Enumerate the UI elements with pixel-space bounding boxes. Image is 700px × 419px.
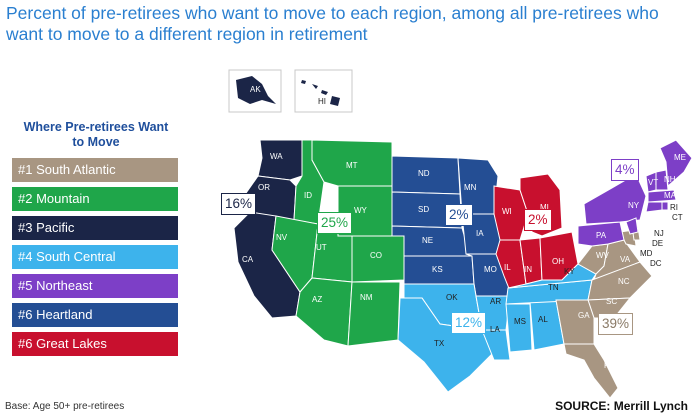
state-ga bbox=[555, 299, 595, 345]
legend-item-mountain: #2 Mountain bbox=[12, 187, 178, 211]
state-ri bbox=[661, 201, 669, 211]
label-ak: AK bbox=[250, 85, 261, 94]
legend-title: Where Pre-retirees Want to Move bbox=[23, 120, 169, 149]
label-wa: WA bbox=[270, 152, 283, 161]
legend-item-heartland: #6 Heartland bbox=[12, 303, 178, 327]
label-md: MD bbox=[640, 249, 653, 258]
state-hi bbox=[301, 80, 340, 106]
pct-heartland: 2% bbox=[445, 204, 473, 226]
pct-mountain: 25% bbox=[317, 212, 353, 234]
pct-pacific: 16% bbox=[221, 193, 257, 215]
state-ms bbox=[505, 303, 533, 353]
label-dc: DC bbox=[650, 259, 662, 268]
label-or: OR bbox=[258, 183, 270, 192]
label-ny: NY bbox=[628, 201, 640, 210]
legend-item-pacific: #3 Pacific bbox=[12, 216, 178, 240]
label-wi: WI bbox=[502, 207, 512, 216]
label-la: LA bbox=[490, 325, 500, 334]
state-ct bbox=[645, 201, 663, 213]
state-fl bbox=[563, 343, 619, 399]
label-nc: NC bbox=[618, 277, 630, 286]
label-de: DE bbox=[652, 239, 663, 248]
state-la bbox=[481, 329, 511, 361]
label-az: AZ bbox=[312, 295, 322, 304]
label-mi: MI bbox=[540, 203, 549, 212]
state-me bbox=[659, 139, 693, 188]
state-tx bbox=[397, 297, 495, 393]
legend-item-south-central: #4 South Central bbox=[12, 245, 178, 269]
legend-item-great-lakes: #6 Great Lakes bbox=[12, 332, 178, 356]
state-ma bbox=[647, 189, 677, 203]
state-nm bbox=[347, 281, 401, 347]
label-ia: IA bbox=[476, 229, 484, 238]
label-ma: MA bbox=[664, 191, 677, 200]
label-il: IL bbox=[504, 263, 511, 272]
label-ga: GA bbox=[578, 311, 590, 320]
pct-great-lakes: 2% bbox=[524, 209, 552, 231]
label-sc: SC bbox=[606, 297, 617, 306]
label-va: VA bbox=[620, 255, 631, 264]
label-co: CO bbox=[370, 251, 382, 260]
label-wv: WV bbox=[596, 251, 610, 260]
pct-south-central: 12% bbox=[451, 312, 487, 334]
label-id: ID bbox=[304, 191, 312, 200]
label-oh: OH bbox=[552, 257, 564, 266]
label-mt: MT bbox=[346, 161, 358, 170]
label-al: AL bbox=[538, 315, 548, 324]
label-tx: TX bbox=[434, 339, 445, 348]
label-ne: NE bbox=[422, 236, 433, 245]
label-ky: KY bbox=[564, 267, 575, 276]
source-note: SOURCE: Merrill Lynch bbox=[555, 399, 688, 413]
base-note: Base: Age 50+ pre-retirees bbox=[5, 401, 125, 412]
label-vt: VT bbox=[648, 178, 658, 187]
label-ok: OK bbox=[446, 293, 458, 302]
state-nj bbox=[625, 217, 639, 235]
label-wy: WY bbox=[354, 206, 368, 215]
label-mo: MO bbox=[484, 265, 497, 274]
state-ak bbox=[236, 76, 276, 104]
label-me: ME bbox=[674, 153, 686, 162]
label-nh: NH bbox=[664, 175, 676, 184]
label-ut: UT bbox=[316, 243, 327, 252]
label-tn: TN bbox=[548, 283, 559, 292]
legend-item-northeast: #5 Northeast bbox=[12, 274, 178, 298]
label-sd: SD bbox=[418, 205, 429, 214]
label-ca: CA bbox=[242, 255, 254, 264]
state-az bbox=[295, 277, 353, 347]
label-nd: ND bbox=[418, 169, 430, 178]
legend-item-south-atlantic: #1 South Atlantic bbox=[12, 158, 178, 182]
label-nm: NM bbox=[360, 293, 373, 302]
label-pa: PA bbox=[596, 231, 607, 240]
label-nj: NJ bbox=[654, 229, 664, 238]
label-ar: AR bbox=[490, 297, 501, 306]
label-ri: RI bbox=[670, 203, 678, 212]
label-nv: NV bbox=[276, 233, 288, 242]
state-nc bbox=[587, 261, 653, 301]
label-hi: HI bbox=[318, 97, 326, 106]
state-ny bbox=[583, 173, 647, 225]
pct-northeast: 4% bbox=[611, 159, 639, 181]
pct-south-atlantic: 39% bbox=[598, 313, 634, 335]
label-ms: MS bbox=[514, 317, 526, 326]
label-ct: CT bbox=[672, 213, 683, 222]
label-mn: MN bbox=[464, 183, 477, 192]
chart-title: Percent of pre-retirees who want to move… bbox=[6, 3, 659, 44]
label-fl: FL bbox=[604, 361, 614, 370]
label-ks: KS bbox=[432, 265, 443, 274]
label-in: IN bbox=[524, 265, 532, 274]
